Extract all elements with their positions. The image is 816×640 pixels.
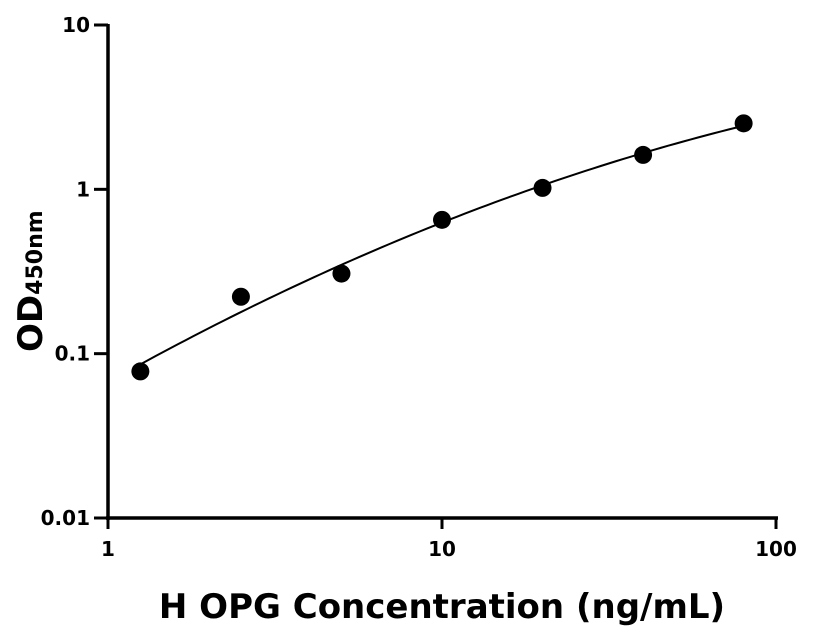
axes bbox=[106, 24, 778, 520]
data-point bbox=[734, 114, 753, 133]
ticks bbox=[94, 23, 778, 529]
y-axis-title: OD450nm bbox=[11, 210, 51, 352]
data-points bbox=[131, 114, 753, 381]
data-point bbox=[533, 178, 552, 197]
data-point bbox=[332, 264, 351, 283]
data-point bbox=[131, 362, 150, 381]
y-axis-title-main: OD bbox=[11, 295, 51, 352]
y-tick-label: 10 bbox=[62, 13, 90, 37]
data-point bbox=[231, 287, 250, 306]
x-tick-label: 10 bbox=[428, 537, 456, 561]
x-axis-title: H OPG Concentration (ng/mL) bbox=[159, 587, 725, 627]
x-tick-label: 100 bbox=[755, 537, 797, 561]
y-tick-label: 0.1 bbox=[55, 342, 90, 366]
y-axis-title-sub: 450nm bbox=[23, 210, 48, 295]
fit-curve bbox=[139, 124, 744, 366]
data-point bbox=[634, 145, 653, 164]
data-point bbox=[433, 210, 451, 229]
y-tick-label: 1 bbox=[76, 177, 90, 201]
y-tick-label: 0.01 bbox=[41, 506, 90, 530]
x-tick-label: 1 bbox=[101, 537, 115, 561]
tick-labels: 1 10 100 0.01 0.1 1 10 bbox=[41, 13, 797, 561]
